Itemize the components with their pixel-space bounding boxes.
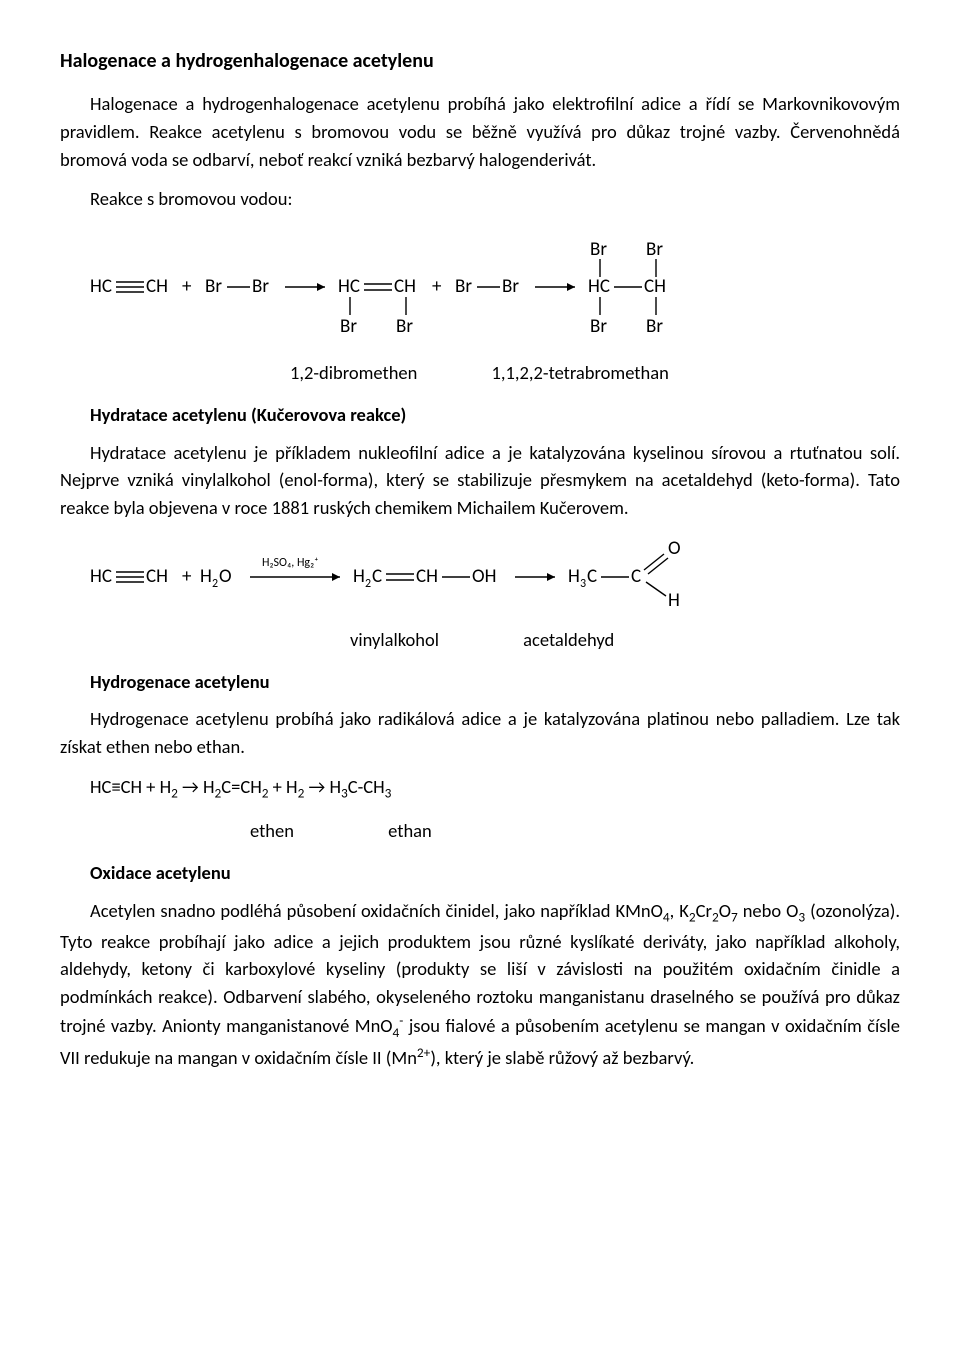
d1-plus2: + bbox=[432, 275, 442, 298]
d1-br5: Br bbox=[455, 275, 472, 298]
section1-title: Halogenace a hydrogenhalogenace acetylen… bbox=[60, 46, 900, 76]
section3-eq: HC≡CH + H2 → H2C=CH2 + H2 → H3C-CH3 bbox=[90, 773, 900, 804]
d1-br3: Br bbox=[340, 315, 357, 338]
d1-br9: Br bbox=[590, 315, 607, 338]
section2-title: Hydratace acetylenu (Kučerovova reakce) bbox=[90, 401, 900, 429]
d2-c: C bbox=[631, 565, 641, 588]
label-tetrabromethan: 1,1,2,2-tetrabromethan bbox=[492, 359, 669, 387]
section1-sub1: Reakce s bromovou vodou: bbox=[90, 185, 900, 213]
section2-p1: Hydratace acetylenu je příkladem nukleof… bbox=[60, 439, 900, 522]
section3-title: Hydrogenace acetylenu bbox=[90, 668, 900, 696]
section4-title: Oxidace acetylenu bbox=[90, 859, 900, 887]
d2-catalyst: H₂SO₄, Hg₂⁺ bbox=[262, 556, 318, 570]
d2-h2c-2: 2 bbox=[365, 577, 371, 591]
d1-br7: Br bbox=[590, 238, 607, 261]
d1-hc2: HC bbox=[338, 275, 360, 298]
section3-labels: ethen ethan bbox=[60, 817, 900, 845]
d2-h2c-h: H bbox=[353, 565, 365, 588]
label-ethen: ethen bbox=[250, 817, 294, 845]
d2-o: O bbox=[668, 537, 681, 560]
section1-p1: Halogenace a hydrogenhalogenace acetylen… bbox=[60, 90, 900, 173]
section2-diagram-labels: vinylalkohol acetaldehyd bbox=[60, 626, 900, 654]
label-dibromethen: 1,2-dibromethen bbox=[290, 359, 417, 387]
d1-plus1: + bbox=[182, 275, 192, 298]
d1-br10: Br bbox=[646, 315, 663, 338]
d1-br1: Br bbox=[205, 275, 222, 298]
d1-ch: CH bbox=[146, 275, 168, 298]
d1-ch2: CH bbox=[394, 275, 416, 298]
section3-p1: Hydrogenace acetylenu probíhá jako radik… bbox=[60, 705, 900, 761]
d2-ch: CH bbox=[146, 565, 168, 588]
section4-p1: Acetylen snadno podléhá působení oxidačn… bbox=[60, 897, 900, 1072]
d2-h3c-h: H bbox=[568, 565, 580, 588]
section1-diagram-labels: 1,2-dibromethen 1,1,2,2-tetrabromethan bbox=[60, 359, 900, 387]
d2-h3c-3: 3 bbox=[580, 577, 586, 591]
section2-diagram: HC CH + H 2 O H₂SO₄, Hg₂⁺ H 2 C CH OH H … bbox=[90, 534, 900, 614]
label-vinylalkohol: vinylalkohol bbox=[350, 626, 439, 654]
d1-br6: Br bbox=[502, 275, 519, 298]
d2-h2o-o: O bbox=[219, 565, 232, 588]
d2-h: H bbox=[668, 589, 680, 612]
d1-br4: Br bbox=[396, 315, 413, 338]
section1-diagram: HC CH + Br Br HC CH Br Br + Br Br HC CH … bbox=[90, 227, 900, 347]
d2-chmid: CH bbox=[416, 565, 438, 588]
d1-hc3: HC bbox=[588, 275, 610, 298]
d2-h2o-2: 2 bbox=[212, 577, 218, 591]
d2-oh: OH bbox=[472, 565, 496, 588]
label-acetaldehyd: acetaldehyd bbox=[523, 626, 614, 654]
d2-plus: + bbox=[182, 565, 192, 588]
d1-br8: Br bbox=[646, 238, 663, 261]
d2-hc: HC bbox=[90, 565, 112, 588]
d1-br2: Br bbox=[252, 275, 269, 298]
label-ethan: ethan bbox=[388, 817, 432, 845]
d2-h3c-c: C bbox=[587, 565, 597, 588]
d2-h2c-c: C bbox=[372, 565, 382, 588]
d1-ch3: CH bbox=[644, 275, 666, 298]
d1-hc: HC bbox=[90, 275, 112, 298]
d2-h2o-h: H bbox=[200, 565, 212, 588]
